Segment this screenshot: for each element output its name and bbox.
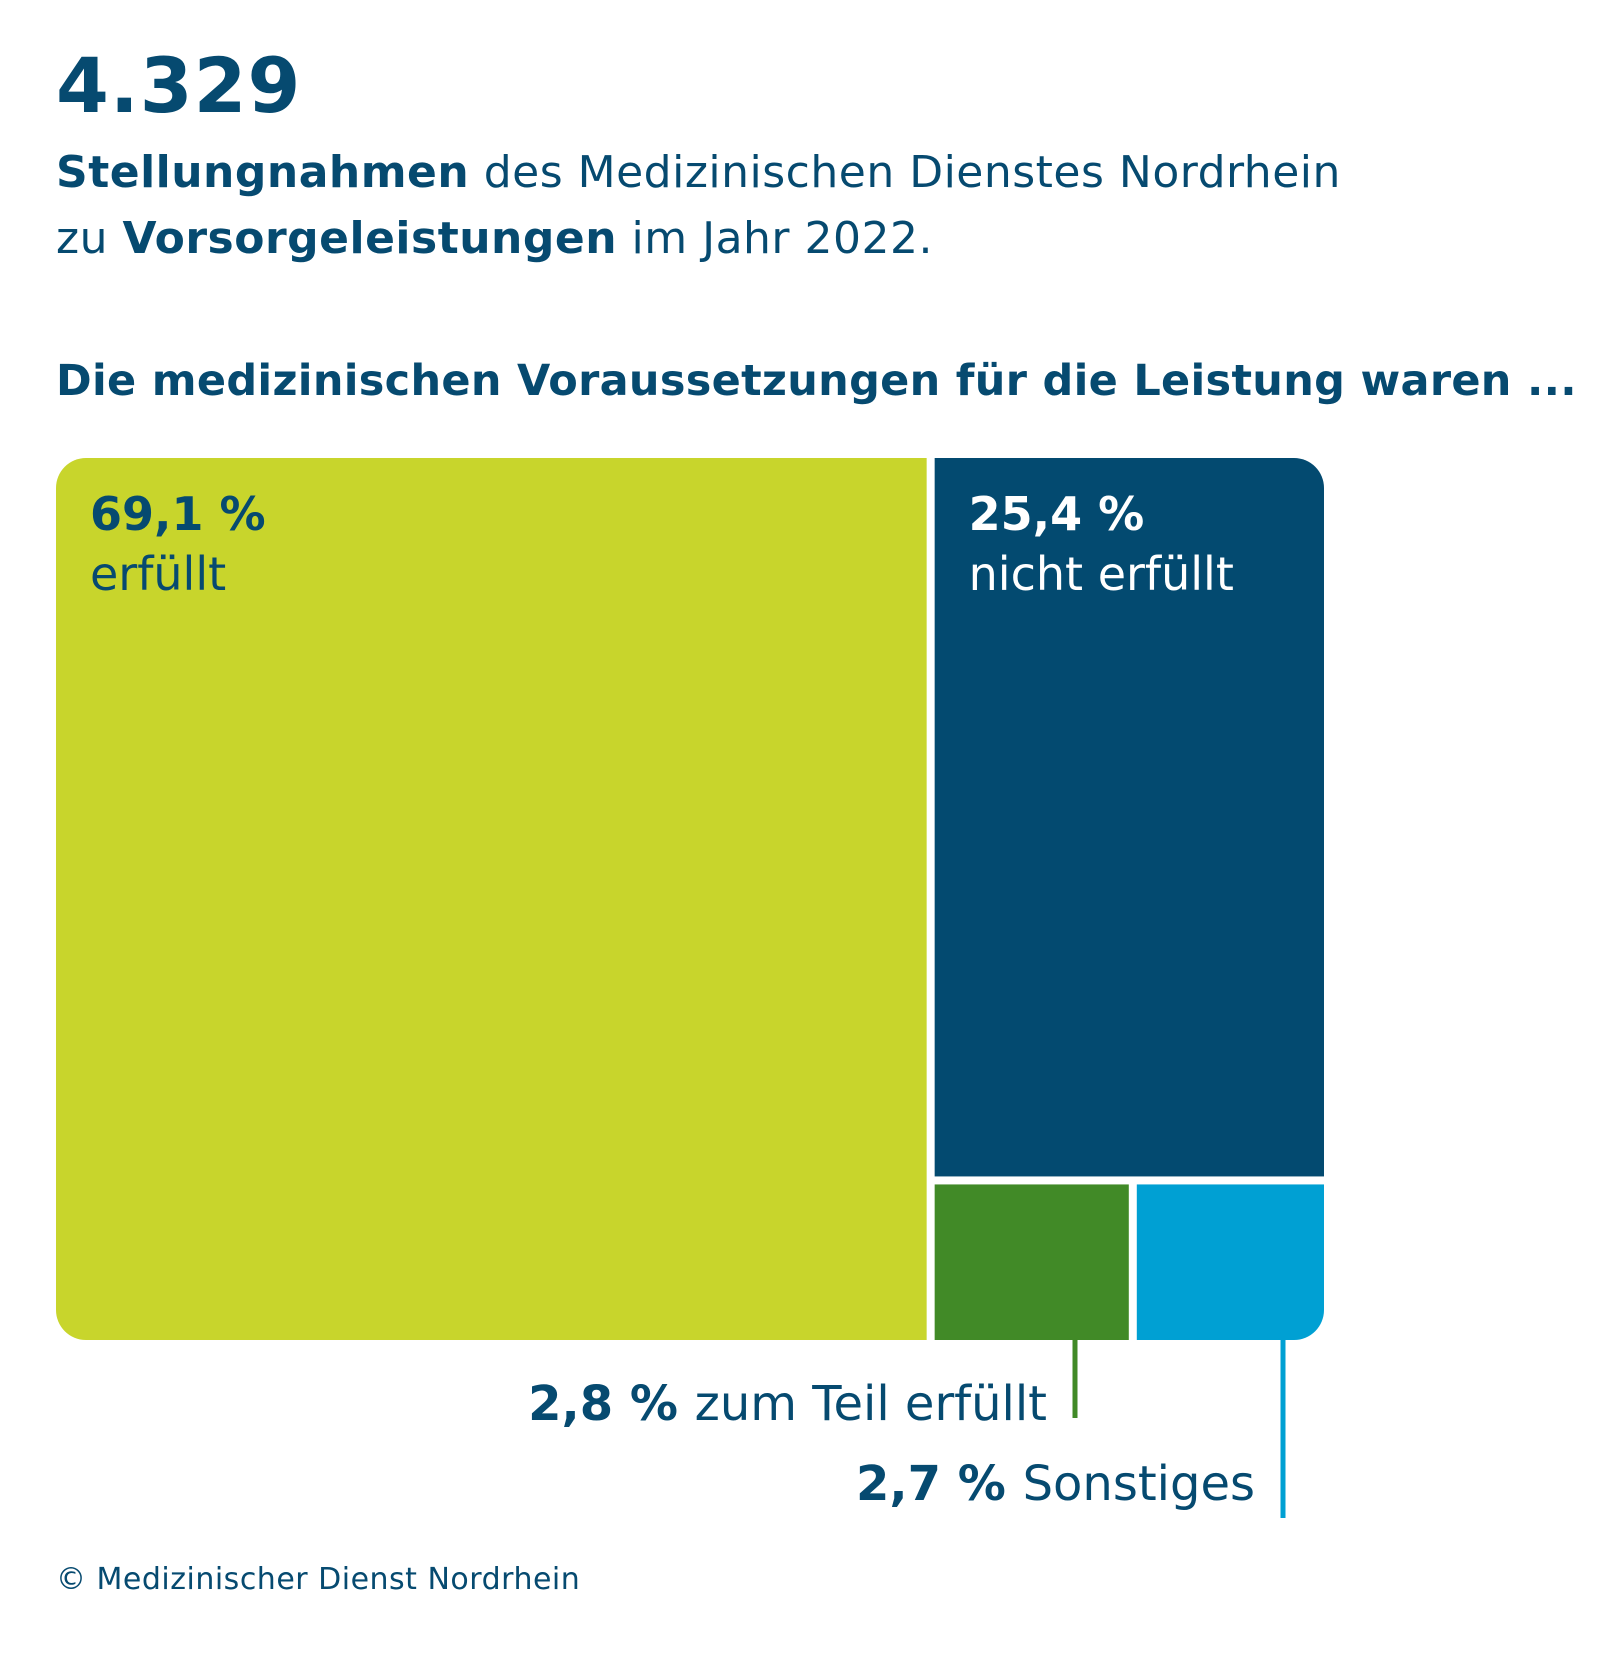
value-label-zum-teil-erfuellt: 2,8 % (528, 1376, 695, 1432)
label-zum-teil-erfuellt: 2,8 % zum Teil erfüllt (528, 1376, 1047, 1432)
category-label-sonstiges: Sonstiges (1023, 1456, 1255, 1512)
leader-lines (1072, 1340, 1286, 1518)
label-sonstiges: 2,7 % Sonstiges (856, 1456, 1255, 1512)
intro-text: Stellungnahmen des Medizinischen Dienste… (56, 140, 1341, 272)
tile-nicht-erfuellt (934, 458, 1324, 1177)
value-label-nicht-erfuellt: 25,4 % (969, 487, 1145, 541)
intro-line1-rest: des Medizinischen Dienstes Nordrhein (469, 147, 1341, 198)
chart-title: Die medizinischen Voraussetzungen für di… (56, 356, 1577, 406)
intro-bold-stellungnahmen: Stellungnahmen (56, 147, 470, 198)
treemap-labels: 69,1 % erfüllt 25,4 % nicht erfüllt 2,8 % zu… (90, 487, 1255, 1512)
intro-line2-pre: zu (56, 213, 123, 264)
category-label-zum-teil-erfuellt: zum Teil erfüllt (695, 1376, 1047, 1432)
intro-line-1: Stellungnahmen des Medizinischen Dienste… (56, 140, 1341, 206)
value-label-sonstiges: 2,7 % (856, 1456, 1023, 1512)
tile-erfuellt (56, 458, 927, 1340)
copyright-notice: © Medizinischer Dienst Nordrhein (56, 1562, 581, 1597)
value-label-erfuellt: 69,1 % (90, 487, 266, 541)
tile-sonstiges (1136, 1184, 1324, 1340)
intro-line2-rest: im Jahr 2022. (617, 213, 933, 264)
total-count: 4.329 (56, 41, 302, 130)
intro-bold-vorsorgeleistungen: Vorsorgeleistungen (122, 213, 618, 264)
intro-line-2: zu Vorsorgeleistungen im Jahr 2022. (56, 206, 1341, 272)
treemap-tiles (56, 458, 1324, 1340)
category-label-erfuellt: erfüllt (90, 547, 226, 601)
tile-zum-teil-erfuellt (934, 1184, 1129, 1340)
category-label-nicht-erfuellt: nicht erfüllt (969, 547, 1234, 601)
